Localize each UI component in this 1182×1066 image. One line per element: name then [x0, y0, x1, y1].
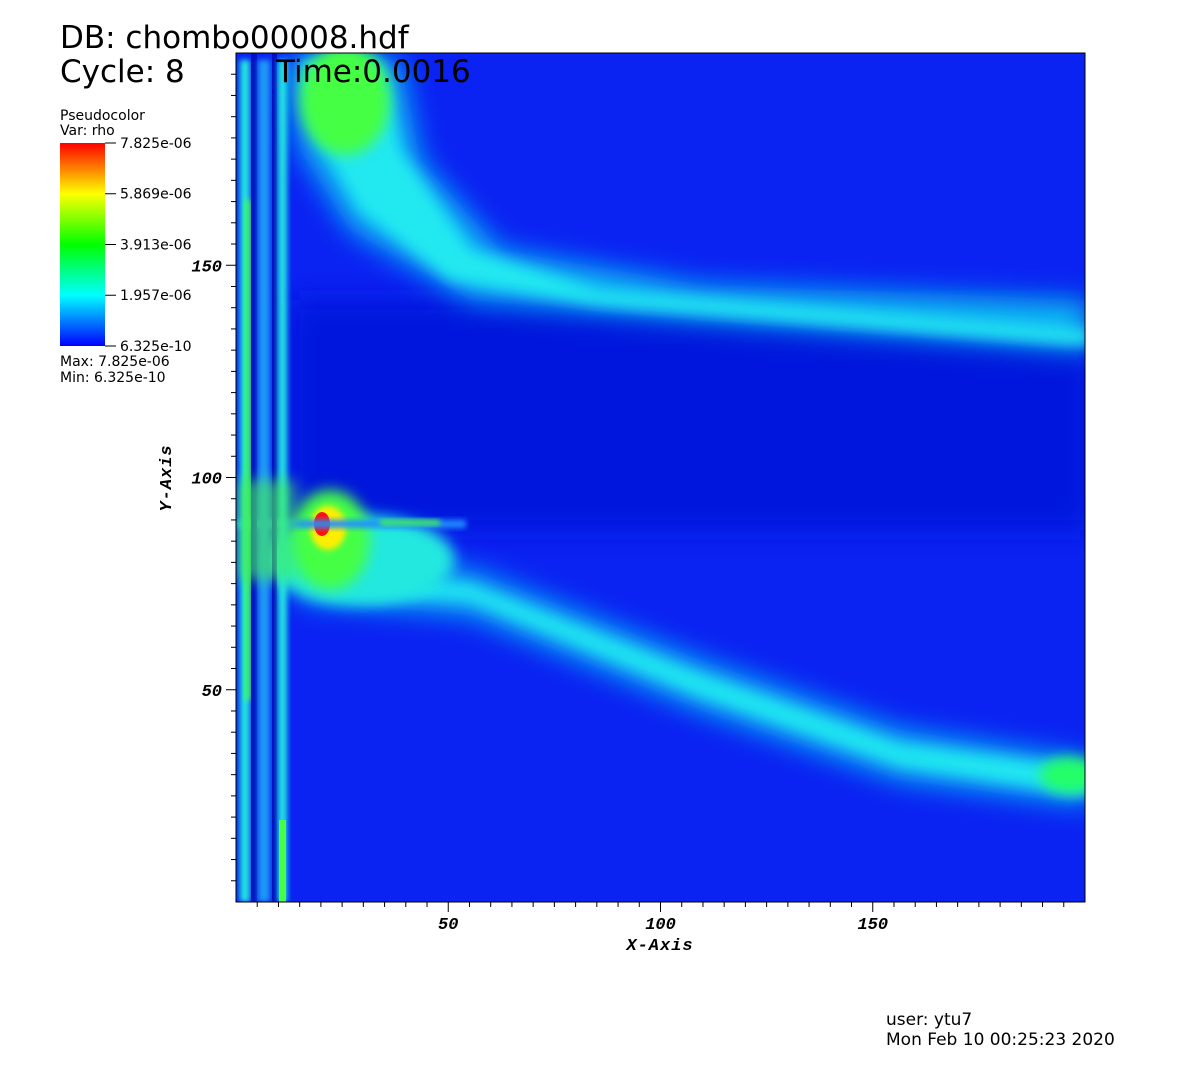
legend-variable: Var: rho: [60, 123, 115, 139]
y-tick-label: 50: [202, 683, 222, 702]
colorbar-tick-label: 5.869e-06: [120, 187, 192, 203]
user: user: ytu7: [886, 1010, 972, 1030]
y-axis-label: Y-Axis: [158, 444, 177, 511]
x-tick-label: 100: [645, 916, 676, 935]
cycle: Cycle: 8: [60, 54, 185, 90]
heatmap-field: [236, 53, 1085, 902]
y-tick-label: 150: [191, 258, 222, 277]
x-tick-label: 150: [857, 916, 888, 935]
title: DB: chombo00008.hdf: [60, 20, 410, 56]
colorbar-tick-label: 1.957e-06: [120, 288, 192, 304]
y-tick-label: 100: [191, 471, 222, 490]
colorbar: [60, 143, 105, 346]
x-axis-label: X-Axis: [625, 937, 693, 956]
colorbar-tick-label: 7.825e-06: [120, 136, 192, 152]
legend-title: Pseudocolor: [60, 108, 145, 124]
colorbar-tick-label: 3.913e-06: [120, 237, 192, 253]
x-tick-label: 50: [438, 916, 458, 935]
time: Time:0.0016: [275, 54, 471, 90]
legend-max: Max: 7.825e-06: [60, 354, 170, 370]
date: Mon Feb 10 00:25:23 2020: [886, 1030, 1115, 1050]
colorbar-tick-label: 6.325e-10: [120, 339, 192, 355]
legend-min: Min: 6.325e-10: [60, 370, 166, 386]
